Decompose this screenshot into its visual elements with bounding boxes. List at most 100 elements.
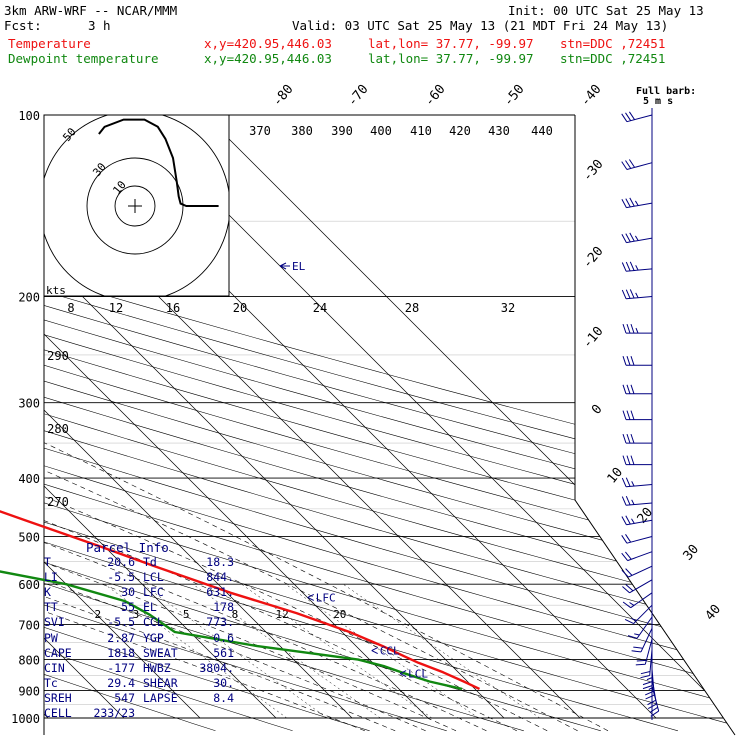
dry-adiabat-label: 370 [249,124,271,138]
dry-adiabat-label: 270 [47,495,69,509]
isotherm-line [44,115,429,719]
mixing-ratio-label: 12 [275,608,288,621]
dry-adiabat-line [44,127,293,732]
wind-barb-unit: 5 m s [643,96,673,107]
dry-adiabat-label: 280 [47,422,69,436]
pressure-tick-label: 500 [18,530,40,544]
parcel-param-value: 547 [114,690,135,705]
isotherm-label: 40 [703,602,725,624]
wind-barb [635,638,653,666]
dry-adiabat-label: 400 [370,124,392,138]
pressure-tick-label: 800 [18,654,40,668]
parcel-param-name: LI [44,570,58,585]
valid-time: Valid: 03 UTC Sat 25 May 13 (21 MDT Fri … [292,18,669,33]
pressure-tick-label: 100 [18,109,40,123]
hodograph-ring [114,185,156,227]
parcel-param-value: 844. [206,570,234,585]
parcel-param-value: 561 [213,645,234,660]
parcel-param-name: SHEAR [143,675,178,690]
dry-adiabat-label: 290 [47,349,69,363]
hodograph-trace [98,118,219,207]
lcl-marker-arrow [399,670,407,678]
isotherm-label: -60 [422,82,449,110]
isotherm-line [204,115,735,719]
dry-adiabat-line [44,127,735,732]
hodograph-speed-label: 20 [233,301,247,315]
parcel-info-row: T 20.6 Td 18.3 [44,555,234,570]
pressure-tick-label: 1000 [11,712,40,726]
parcel-info-row: LI -5.5 LCL 844. [44,570,234,585]
wind-barb [621,515,653,526]
plot-frame [43,114,736,736]
wind-barb [621,534,653,544]
parcel-param-value: -177 [107,660,135,675]
parcel-info-row: CIN -177 HWBZ 3804. [44,661,234,676]
pressure-tick-label: 900 [18,684,40,698]
hodograph-unit-label: kts [46,284,66,297]
hodograph-speed-label: 16 [166,301,180,315]
isotherm-label: -50 [501,82,528,110]
parcel-info-row: CAPE 1818 SWEAT 561 [44,646,234,661]
parcel-info-row: TT 55 EL 178 [44,600,234,615]
dry-adiabat-line [44,127,735,732]
wind-barb [621,495,653,506]
parcel-param-name: HWBZ [143,660,171,675]
dry-adiabat-label: 440 [531,124,553,138]
isotherm-line [44,115,277,719]
isotherm-label: -10 [580,324,607,352]
dry-adiabat-label: 420 [449,124,471,138]
parcel-param-value: -5.5 [107,570,135,585]
wind-barb [621,477,653,488]
forecast-value: 3 h [88,18,111,33]
parcel-info-row: K 30 LFC 631. [44,585,234,600]
parcel-param-value: 30 [121,585,135,600]
parcel-param-name: PW [44,630,58,645]
mixing-ratio-label: 2 [95,608,102,621]
dry-adiabat-line [44,127,735,732]
dewpoint-legend-xy: x,y=420.95,446.03 [204,51,332,66]
lcl-marker: LCL [408,668,428,681]
parcel-param-value: 773. [206,615,234,630]
dry-adiabat-line [44,127,735,732]
hodograph-speed-label: 28 [405,301,419,315]
parcel-param-value: 3804. [199,660,234,675]
parcel-info-row: SVI -5.5 CCL 773. [44,615,234,630]
mixing-ratio-label: 5 [183,608,190,621]
parcel-param-name: CIN [44,660,65,675]
model-title: 3km ARW-WRF -- NCAR/MMM [4,3,178,18]
dry-adiabat-line [44,127,735,732]
isotherm-line [44,115,505,719]
dry-adiabat-line [44,127,735,732]
parcel-param-value: 55 [121,600,135,615]
pressure-tick-label: 600 [18,578,40,592]
parcel-param-name: SVI [44,615,65,630]
dry-adiabat-line [44,127,678,732]
isotherm-label: -70 [345,82,372,110]
parcel-param-name [135,706,194,721]
wind-barb [621,261,653,272]
dry-adiabat-line [44,127,735,732]
parcel-param-name: T [44,555,51,570]
dewpoint-profile-line [0,570,463,691]
mixing-ratio-line [192,583,381,719]
isotherm-label: -20 [580,244,607,272]
mixing-ratio-label: 20 [333,608,346,621]
pressure-tick-label: 400 [18,472,40,486]
dry-adiabat-label: 390 [331,124,353,138]
wind-barb [624,604,653,625]
mixing-ratio-line [104,583,287,719]
isotherm-label: -30 [580,157,607,185]
moist-adiabat-line [44,220,578,732]
hodograph-plot-area [44,115,229,296]
wind-barb-title: Full barb: [636,86,696,97]
dry-adiabat-line [44,127,216,732]
parcel-param-value: 30. [213,675,234,690]
wind-barb [621,197,653,209]
wind-barb [621,232,653,244]
el-marker-arrow [279,262,290,270]
dewpoint-legend-name: Dewpoint temperature [8,51,159,66]
dry-adiabat-line [44,127,447,732]
isotherm-label: -40 [578,82,605,110]
